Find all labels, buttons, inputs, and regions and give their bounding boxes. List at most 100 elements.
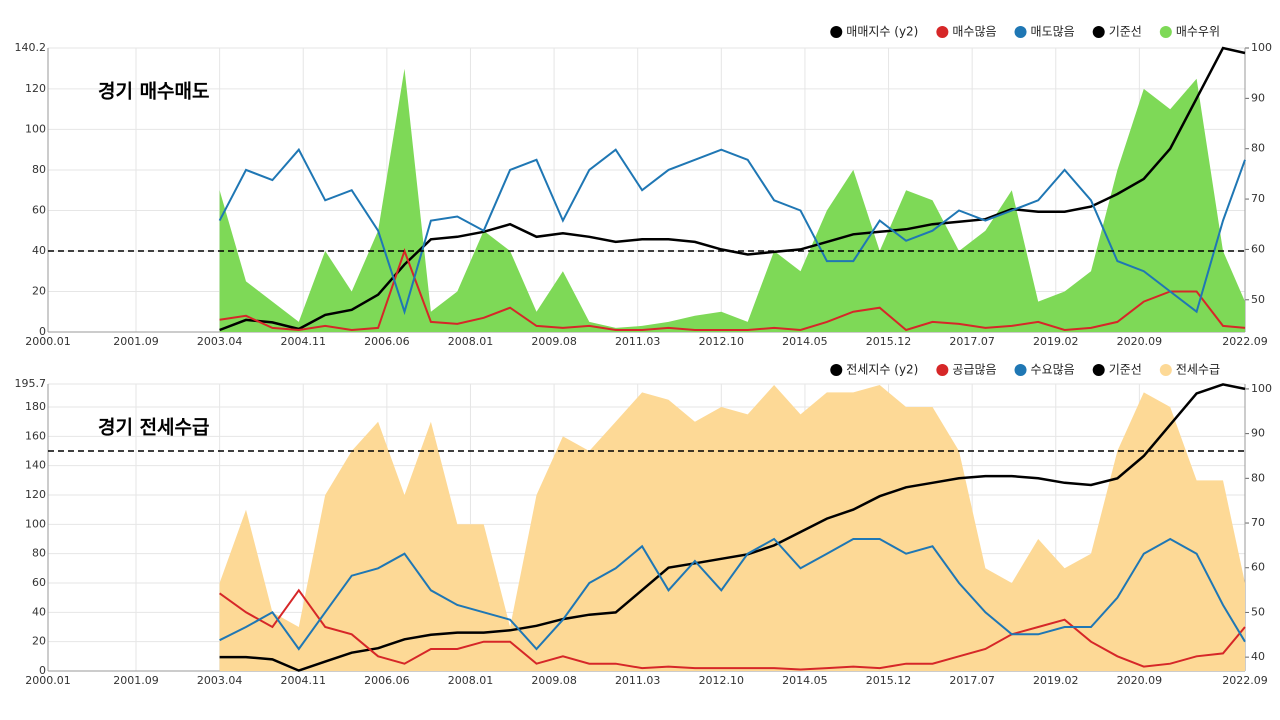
y-tick-label: 140 — [25, 459, 46, 472]
legend-swatch — [1092, 26, 1105, 38]
y-tick-label: 80 — [32, 547, 46, 560]
line — [219, 383, 1246, 672]
legend-swatch — [1159, 364, 1172, 376]
y-tick-label: 40 — [32, 244, 46, 257]
chart-title: 경기 매수매도 — [98, 81, 210, 103]
y-tick-label: 0 — [39, 664, 46, 677]
legend-swatch — [830, 364, 843, 376]
y2-tick-label: 50 — [1251, 605, 1265, 618]
y-tick-label: 120 — [25, 488, 46, 501]
legend-label: 매수많음 — [952, 25, 996, 39]
x-tick-label: 2020.09 — [1117, 674, 1163, 687]
x-tick-label: 2004.11 — [280, 674, 326, 687]
y-tick-label: 120 — [25, 82, 46, 95]
y-tick-label: 60 — [32, 203, 46, 216]
x-tick-label: 2015.12 — [866, 335, 912, 348]
legend-label: 공급많음 — [952, 363, 996, 377]
y-tick-label: 20 — [32, 635, 46, 648]
x-tick-label: 2000.01 — [25, 335, 71, 348]
legend-swatch — [936, 364, 949, 376]
x-tick-label: 2017.07 — [949, 674, 995, 687]
x-tick-label: 2014.05 — [782, 335, 828, 348]
y2-tick-label: 80 — [1251, 142, 1265, 155]
x-tick-label: 2001.09 — [113, 674, 159, 687]
area — [219, 385, 1246, 671]
legend-item: 매수많음 — [936, 25, 997, 39]
x-tick-label: 2012.10 — [699, 335, 745, 348]
y-tick-label: 195.7 — [15, 377, 47, 390]
y-tick-label: 20 — [32, 284, 46, 297]
x-tick-label: 2004.11 — [280, 335, 326, 348]
legend-item: 기준선 — [1092, 25, 1142, 39]
x-tick-label: 2019.02 — [1033, 674, 1079, 687]
y2-tick-label: 90 — [1251, 91, 1265, 104]
y2-tick-label: 70 — [1251, 192, 1265, 205]
legend-swatch — [830, 26, 843, 38]
y2-tick-label: 100 — [1251, 41, 1272, 54]
legend-swatch — [1092, 364, 1105, 376]
line — [219, 537, 1246, 651]
legend-label: 전세수급 — [1176, 363, 1220, 377]
legend-label: 매도많음 — [1031, 25, 1075, 39]
legend-swatch — [1014, 364, 1027, 376]
line — [219, 588, 1246, 671]
legend-label: 기준선 — [1109, 25, 1142, 39]
y2-tick-label: 100 — [1251, 382, 1272, 395]
y-tick-label: 0 — [39, 325, 46, 338]
x-tick-label: 2011.03 — [615, 674, 661, 687]
legend-item: 수요많음 — [1014, 363, 1075, 377]
x-tick-label: 2014.05 — [782, 674, 828, 687]
chart-panel: 2000.01 2001.09 2003.04 2004.11 2006.06 2008.… — [15, 25, 1273, 349]
legend-label: 기준선 — [1109, 363, 1142, 377]
legend: 전세지수 (y2) 공급많음 수요많음 기준선 전세수급 — [830, 363, 1220, 377]
y-tick-label: 80 — [32, 163, 46, 176]
legend-item: 공급많음 — [936, 363, 997, 377]
x-tick-label: 2012.10 — [699, 674, 745, 687]
chart-title: 경기 전세수급 — [98, 417, 210, 439]
y2-tick-label: 60 — [1251, 561, 1265, 574]
line — [219, 248, 1246, 332]
y2-tick-label: 80 — [1251, 471, 1265, 484]
legend-label: 전세지수 (y2) — [846, 363, 918, 377]
legend-swatch — [936, 26, 949, 38]
y-tick-label: 60 — [32, 576, 46, 589]
x-tick-label: 2008.01 — [448, 674, 494, 687]
legend-label: 매매지수 (y2) — [846, 25, 918, 39]
y2-tick-label: 50 — [1251, 293, 1265, 306]
x-tick-label: 2008.01 — [448, 335, 494, 348]
x-tick-label: 2015.12 — [866, 674, 912, 687]
x-tick-label: 2000.01 — [25, 674, 71, 687]
line — [219, 46, 1246, 332]
y-tick-label: 40 — [32, 605, 46, 618]
x-tick-label: 2006.06 — [364, 335, 410, 348]
y2-tick-label: 60 — [1251, 242, 1265, 255]
y-tick-label: 100 — [25, 122, 46, 135]
y2-tick-label: 90 — [1251, 427, 1265, 440]
x-tick-label: 2006.06 — [364, 674, 410, 687]
legend-swatch — [1014, 26, 1027, 38]
legend-item: 기준선 — [1092, 363, 1142, 377]
y-tick-label: 140.2 — [15, 41, 47, 54]
x-tick-label: 2017.07 — [949, 335, 995, 348]
legend-item: 매도많음 — [1014, 25, 1075, 39]
line — [218, 147, 1246, 316]
y-tick-label: 100 — [25, 517, 46, 530]
x-tick-label: 2022.09 — [1222, 674, 1268, 687]
x-tick-label: 2009.08 — [531, 335, 577, 348]
y2-tick-label: 40 — [1251, 650, 1265, 663]
x-tick-label: 2020.09 — [1117, 335, 1163, 348]
area — [219, 68, 1246, 332]
y-tick-label: 160 — [25, 429, 46, 442]
legend-item: 전세지수 (y2) — [830, 363, 918, 377]
x-tick-label: 2009.08 — [531, 674, 577, 687]
x-tick-label: 2011.03 — [615, 335, 661, 348]
chart-panel: 2000.01 2001.09 2003.04 2004.11 2006.06 2008.… — [15, 363, 1273, 688]
x-tick-label: 2022.09 — [1222, 335, 1268, 348]
legend-label: 매수우위 — [1176, 25, 1220, 39]
legend-item: 매매지수 (y2) — [830, 25, 918, 39]
legend-label: 수요많음 — [1031, 363, 1075, 377]
x-tick-label: 2003.04 — [197, 335, 243, 348]
legend-swatch — [1159, 26, 1172, 38]
x-tick-label: 2001.09 — [113, 335, 159, 348]
